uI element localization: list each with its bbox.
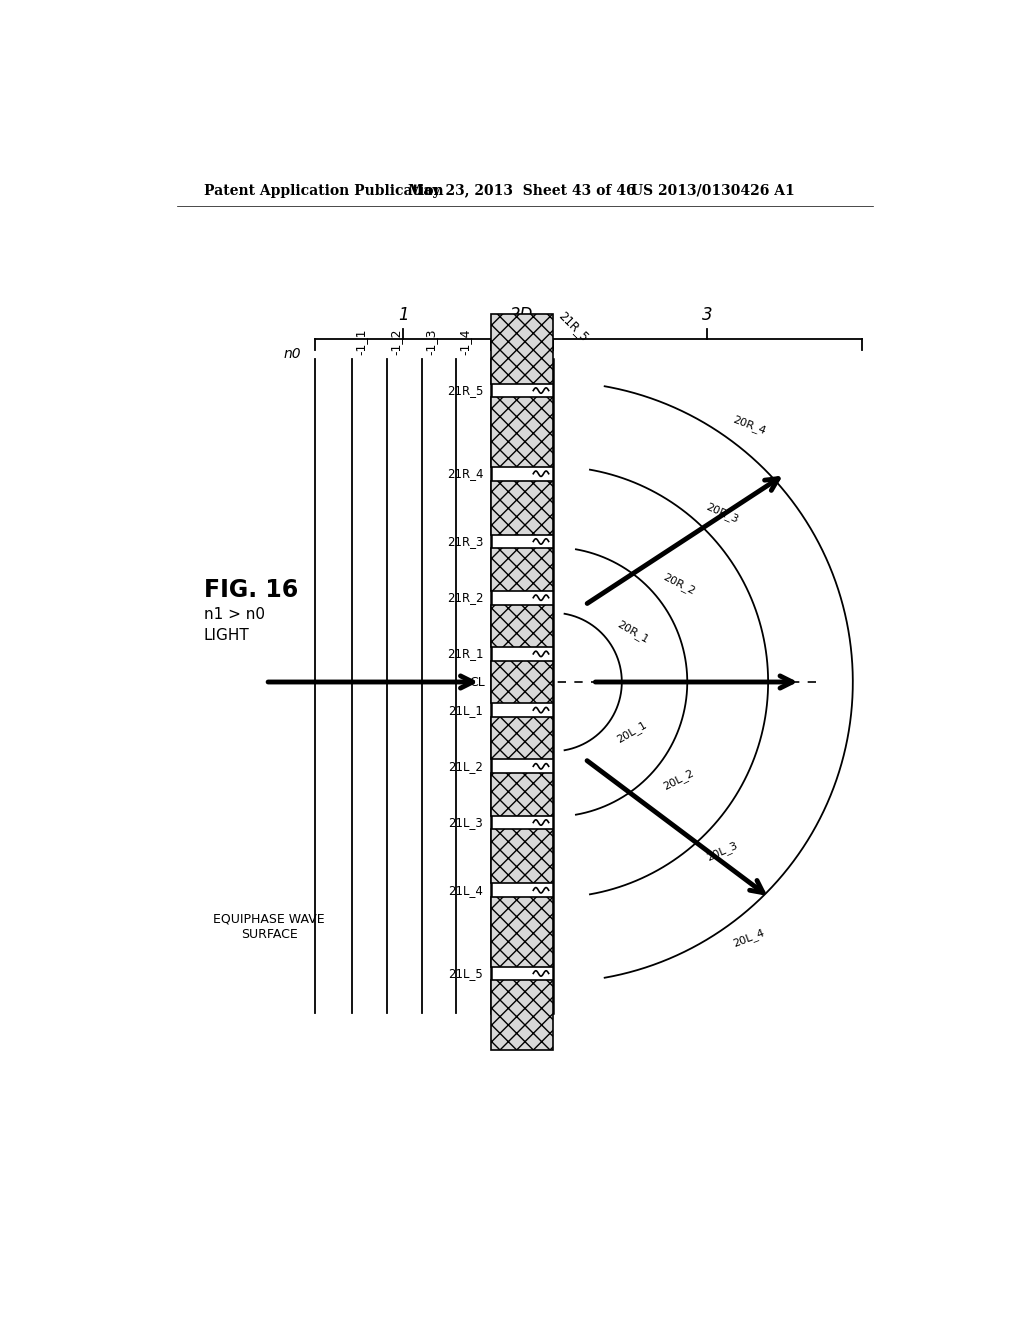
Text: 21L_5: 21L_5 [449,968,483,979]
Bar [490,314,553,384]
Text: 20L_4: 20L_4 [731,927,766,949]
Text: 21L_2: 21L_2 [449,760,483,772]
Text: 21L_1: 21L_1 [449,704,483,717]
Text: -1_1: -1_1 [354,329,368,355]
Text: 20R_1: 20R_1 [614,618,650,645]
Text: 21R_2: 21R_2 [446,591,483,605]
Text: -1_3: -1_3 [424,329,437,355]
Text: EQUIPHASE WAVE
SURFACE: EQUIPHASE WAVE SURFACE [213,913,325,941]
Bar [490,981,553,1049]
Text: May 23, 2013  Sheet 43 of 46: May 23, 2013 Sheet 43 of 46 [408,183,635,198]
Text: 21R_5: 21R_5 [446,384,483,397]
Text: 20L_3: 20L_3 [705,840,739,863]
Bar [490,829,553,883]
Bar [490,774,553,816]
Bar [490,548,553,591]
Bar [490,605,553,647]
Text: Patent Application Publication: Patent Application Publication [204,183,443,198]
Text: 20R_3: 20R_3 [705,500,740,524]
Bar [490,661,553,704]
Text: US 2013/0130426 A1: US 2013/0130426 A1 [631,183,795,198]
Text: n1 > n0: n1 > n0 [204,607,265,622]
Text: 20R_2: 20R_2 [662,572,696,597]
Text: 20R_4: 20R_4 [731,414,768,437]
Text: 21R_3: 21R_3 [446,535,483,548]
Bar [490,480,553,535]
Text: 21L_3: 21L_3 [449,816,483,829]
Text: 3: 3 [702,306,713,323]
Text: CL: CL [469,676,484,689]
Text: 21R_4: 21R_4 [446,467,483,480]
Text: 21R_1: 21R_1 [446,647,483,660]
Text: -1_4: -1_4 [459,329,472,355]
Text: FIG. 16: FIG. 16 [204,578,298,602]
Text: 21L_4: 21L_4 [449,884,483,896]
Bar [490,898,553,966]
Text: n1: n1 [496,347,513,360]
Bar [490,717,553,759]
Text: 20L_2: 20L_2 [662,767,695,792]
Text: n0: n0 [284,347,301,360]
Bar [490,397,553,467]
Text: -1_2: -1_2 [389,329,402,355]
Text: LIGHT: LIGHT [204,628,250,643]
Text: 20L_1: 20L_1 [614,719,649,744]
Text: 21R_5: 21R_5 [556,309,591,343]
Text: 2D: 2D [510,306,534,323]
Text: 1: 1 [398,306,409,323]
